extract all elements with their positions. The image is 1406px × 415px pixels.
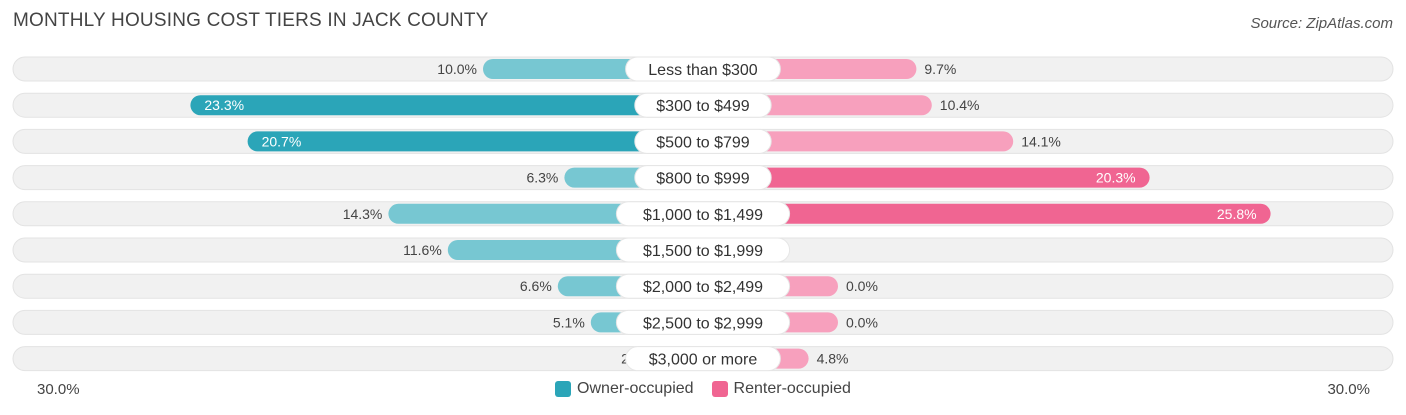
renter-value-label: 0.0% bbox=[846, 278, 878, 294]
axis-right-max: 30.0% bbox=[1327, 381, 1370, 398]
category-pill bbox=[634, 128, 772, 154]
category-label: $500 to $799 bbox=[656, 134, 750, 151]
owner-value-label: 6.6% bbox=[520, 278, 552, 294]
legend-owner: Owner-occupied bbox=[555, 380, 694, 398]
category-pill bbox=[615, 273, 791, 299]
legend-owner-swatch bbox=[555, 381, 572, 397]
category-label: $1,000 to $1,499 bbox=[643, 207, 763, 224]
category-pill bbox=[615, 309, 791, 335]
owner-value-label: 5.1% bbox=[553, 314, 585, 330]
owner-value-label: 14.3% bbox=[343, 206, 383, 222]
category-pill bbox=[615, 237, 791, 263]
category-label: $1,500 to $1,999 bbox=[643, 243, 763, 260]
renter-bar bbox=[703, 203, 1271, 224]
category-label: $2,000 to $2,499 bbox=[643, 279, 763, 296]
category-label: $800 to $999 bbox=[656, 171, 750, 188]
legend-renter-swatch bbox=[711, 381, 728, 397]
category-label: Less than $300 bbox=[648, 62, 758, 79]
renter-bar bbox=[703, 131, 1014, 152]
legend-renter: Renter-occupied bbox=[711, 380, 851, 398]
category-label: $3,000 or more bbox=[649, 352, 758, 369]
owner-bar bbox=[247, 131, 703, 152]
legend-owner-label: Owner-occupied bbox=[577, 380, 694, 397]
renter-value-label: 9.7% bbox=[924, 61, 956, 77]
category-pill bbox=[625, 56, 781, 82]
axis-left-max: 30.0% bbox=[37, 381, 80, 398]
category-pill bbox=[615, 201, 791, 227]
renter-bar bbox=[703, 167, 1150, 188]
source-credit: Source: ZipAtlas.com bbox=[1250, 15, 1393, 32]
renter-value-label: 0.0% bbox=[846, 314, 878, 330]
category-pill bbox=[634, 165, 772, 191]
diverging-bar-chart: 10.0% 9.7% Less than $300 23.3% 10.4% $300 to… bbox=[12, 56, 1394, 372]
category-label: $2,500 to $2,999 bbox=[643, 315, 763, 332]
renter-value-label: 14.1% bbox=[1021, 133, 1061, 149]
legend: Owner-occupied Renter-occupied bbox=[0, 380, 1406, 398]
owner-value-label: 11.6% bbox=[403, 242, 442, 258]
chart-title: MONTHLY HOUSING COST TIERS IN JACK COUNT… bbox=[13, 10, 489, 31]
category-label: $300 to $499 bbox=[656, 98, 750, 115]
category-pill bbox=[634, 92, 772, 118]
renter-value-label: 25.8% bbox=[1217, 206, 1257, 222]
owner-value-label: 6.3% bbox=[526, 170, 558, 186]
owner-value-label: 10.0% bbox=[437, 61, 477, 77]
renter-value-label: 4.8% bbox=[817, 351, 849, 367]
owner-bar bbox=[190, 95, 703, 116]
owner-value-label: 20.7% bbox=[262, 133, 302, 149]
owner-value-label: 23.3% bbox=[204, 97, 244, 113]
category-pill bbox=[625, 346, 781, 372]
renter-value-label: 10.4% bbox=[940, 97, 980, 113]
renter-value-label: 20.3% bbox=[1096, 170, 1136, 186]
legend-renter-label: Renter-occupied bbox=[733, 380, 851, 397]
